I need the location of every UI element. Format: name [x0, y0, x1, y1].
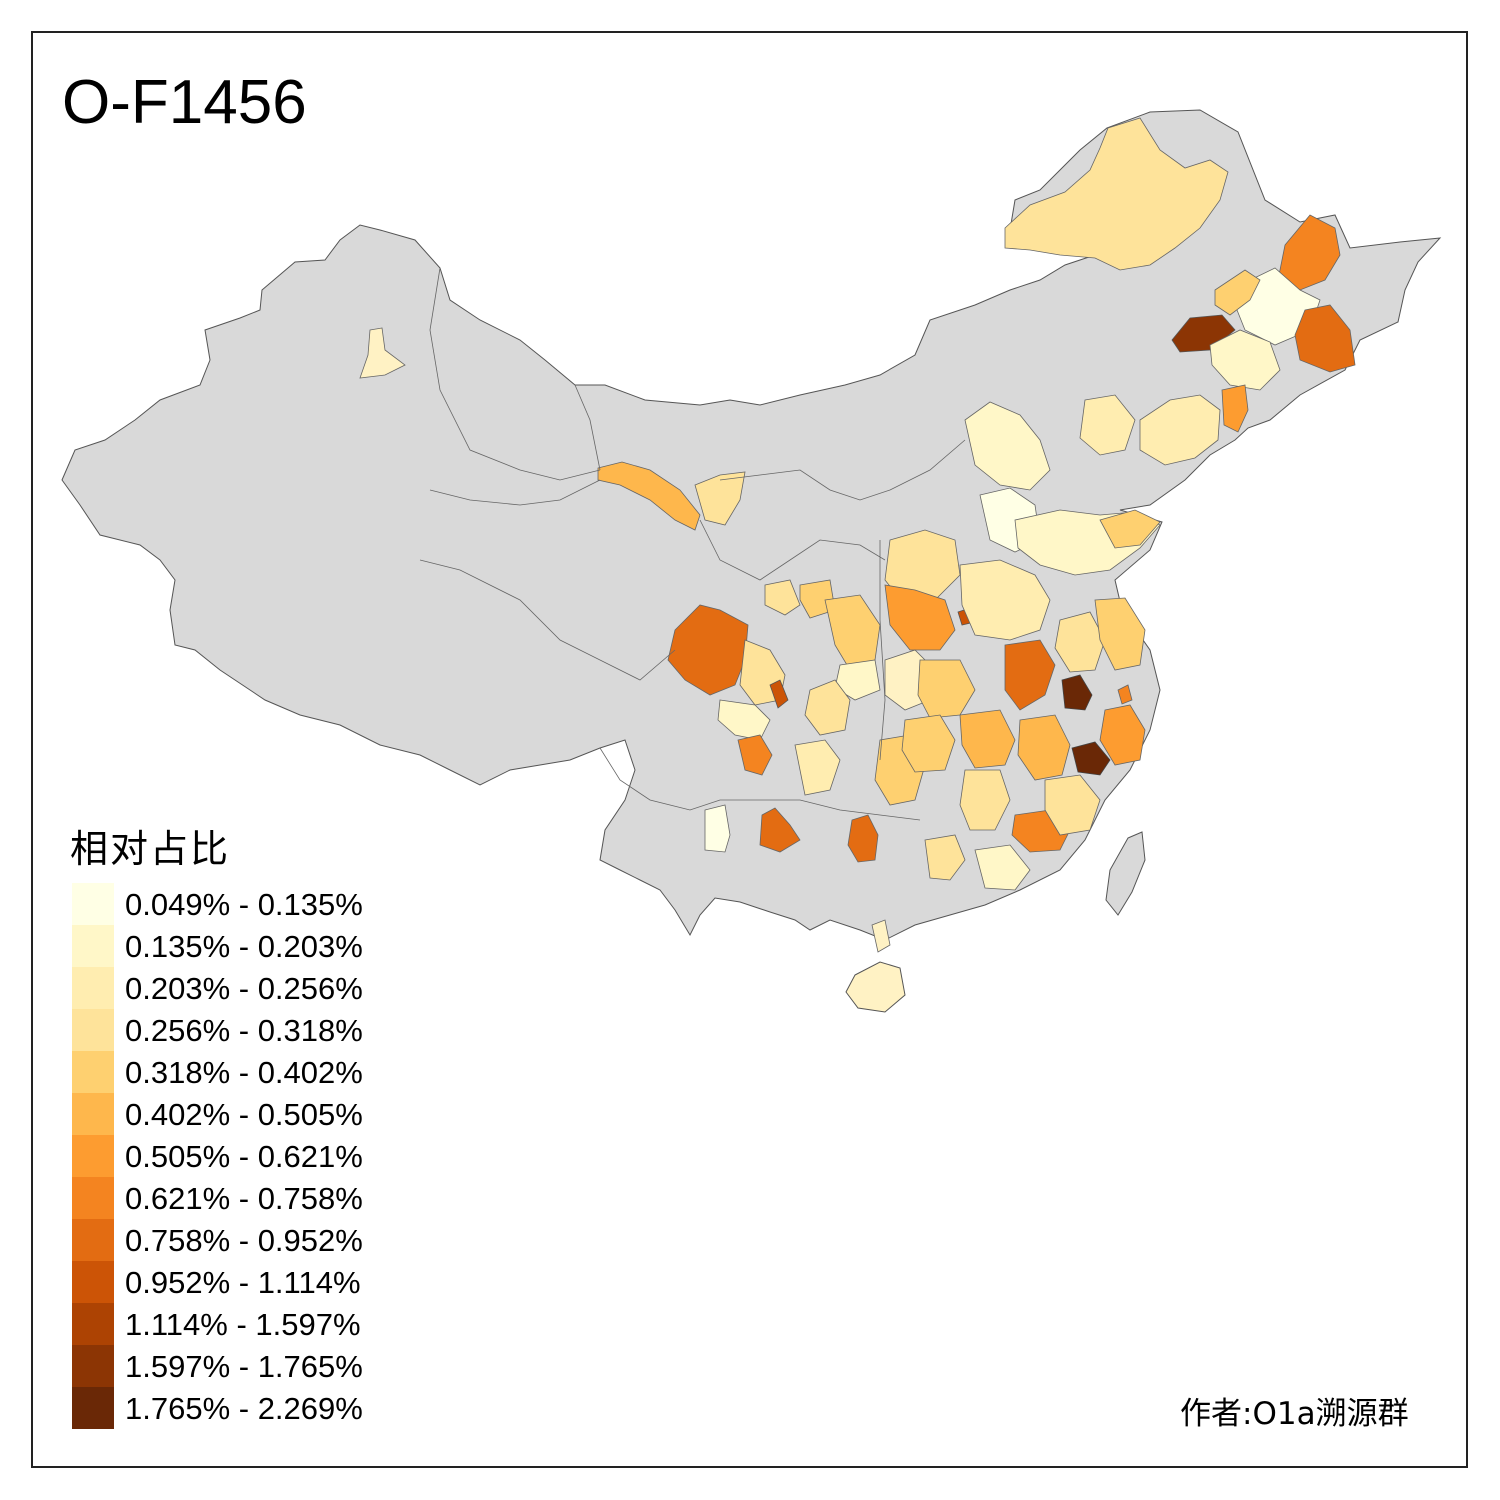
region-anhui — [1054, 611, 1106, 673]
legend-item: 0.049% - 0.135% — [72, 883, 432, 925]
region-shanxi-south — [884, 584, 956, 651]
region-hunan-central — [901, 714, 956, 773]
legend-label: 0.402% - 0.505% — [125, 1097, 363, 1132]
region-wuhan — [1004, 639, 1056, 711]
region-shaanxi-north — [799, 579, 836, 619]
region-guizhou-north — [794, 739, 841, 796]
region-hunan-south — [959, 769, 1011, 831]
legend-label: 1.765% - 2.269% — [125, 1391, 363, 1426]
legend-swatch — [72, 1093, 114, 1135]
region-xinjiang-urumqi — [359, 327, 406, 379]
region-gansu-east — [694, 471, 746, 526]
legend-title: 相对占比 — [70, 827, 231, 871]
region-guangdong — [974, 844, 1031, 891]
region-huangshan-dark — [1071, 741, 1111, 776]
legend-label: 0.256% - 0.318% — [125, 1013, 363, 1048]
legend-item: 1.597% - 1.765% — [72, 1345, 432, 1387]
region-chifeng — [1079, 394, 1136, 456]
legend-swatch — [72, 1177, 114, 1219]
legend-item: 0.952% - 1.114% — [72, 1261, 432, 1303]
legend-label: 1.597% - 1.765% — [125, 1349, 363, 1384]
legend-item: 0.758% - 0.952% — [72, 1219, 432, 1261]
legend-label: 1.114% - 1.597% — [125, 1307, 361, 1342]
legend-swatch — [72, 1261, 114, 1303]
region-henan — [959, 559, 1051, 641]
hainan-island — [845, 961, 906, 1013]
legend-item: 0.135% - 0.203% — [72, 925, 432, 967]
region-shanxi — [884, 529, 961, 606]
region-tongliao — [1171, 314, 1236, 353]
legend-swatch — [72, 1009, 114, 1051]
legend-item: 0.318% - 0.402% — [72, 1051, 432, 1093]
legend-label: 0.505% - 0.621% — [125, 1139, 363, 1174]
legend-item: 1.114% - 1.597% — [72, 1303, 432, 1345]
region-hunan-north — [959, 709, 1016, 769]
region-guangdong-west — [924, 834, 966, 881]
legend-swatch — [72, 1051, 114, 1093]
map-title: O-F1456 — [62, 68, 307, 137]
taiwan-island — [1105, 831, 1146, 916]
legend-swatch — [72, 1387, 114, 1429]
legend-label: 0.318% - 0.402% — [125, 1055, 363, 1090]
region-jilin-central — [1209, 329, 1281, 391]
legend-label: 0.135% - 0.203% — [125, 929, 363, 964]
region-jiangxi — [1017, 714, 1071, 781]
region-liangshan — [737, 734, 773, 776]
region-guangxi-west — [847, 814, 879, 863]
legend-label: 0.621% - 0.758% — [125, 1181, 363, 1216]
legend-label: 0.203% - 0.256% — [125, 971, 363, 1006]
legend-swatch — [72, 925, 114, 967]
region-kunming — [759, 807, 801, 853]
region-liaoning — [1139, 394, 1221, 466]
map-frame — [31, 31, 1468, 1468]
region-chongqing — [804, 679, 851, 736]
region-leizhou — [871, 919, 891, 953]
region-aba — [667, 604, 749, 696]
region-yunnan-west — [704, 804, 731, 853]
legend-label: 0.758% - 0.952% — [125, 1223, 363, 1258]
legend-swatch — [72, 1303, 114, 1345]
region-chengdu — [769, 679, 789, 709]
region-jilin-west — [1214, 269, 1261, 316]
region-fujian — [1044, 774, 1101, 836]
legend-swatch — [72, 883, 114, 925]
region-jiangsu — [1094, 597, 1146, 671]
legend-item: 0.256% - 0.318% — [72, 1009, 432, 1051]
legend-item: 0.402% - 0.505% — [72, 1093, 432, 1135]
region-anhui-dark — [1061, 674, 1093, 711]
region-shanghai-area — [1117, 684, 1133, 705]
region-gansu-west — [597, 461, 701, 531]
province-border-lines — [419, 267, 966, 821]
legend-swatch — [72, 1219, 114, 1261]
legend-label: 0.952% - 1.114% — [125, 1265, 361, 1300]
region-qingdao — [1099, 509, 1161, 549]
legend-item: 1.765% - 2.269% — [72, 1387, 432, 1429]
region-heilongjiang-east — [1294, 304, 1356, 373]
legend-item: 0.621% - 0.758% — [72, 1177, 432, 1219]
legend-label: 0.049% - 0.135% — [125, 887, 363, 922]
legend-swatch — [72, 967, 114, 1009]
legend-swatch — [72, 1135, 114, 1177]
mainland-base — [61, 109, 1442, 941]
region-ningxia — [764, 579, 801, 616]
author-credit: 作者:O1a溯源群 — [1180, 1396, 1409, 1432]
region-hulunbuir — [1004, 117, 1229, 271]
legend-item: 0.203% - 0.256% — [72, 967, 432, 1009]
region-hebei-north — [964, 401, 1051, 491]
region-zhejiang — [1099, 704, 1146, 766]
region-dandong — [1221, 384, 1249, 433]
legend-swatch — [72, 1345, 114, 1387]
legend-item: 0.505% - 0.621% — [72, 1135, 432, 1177]
